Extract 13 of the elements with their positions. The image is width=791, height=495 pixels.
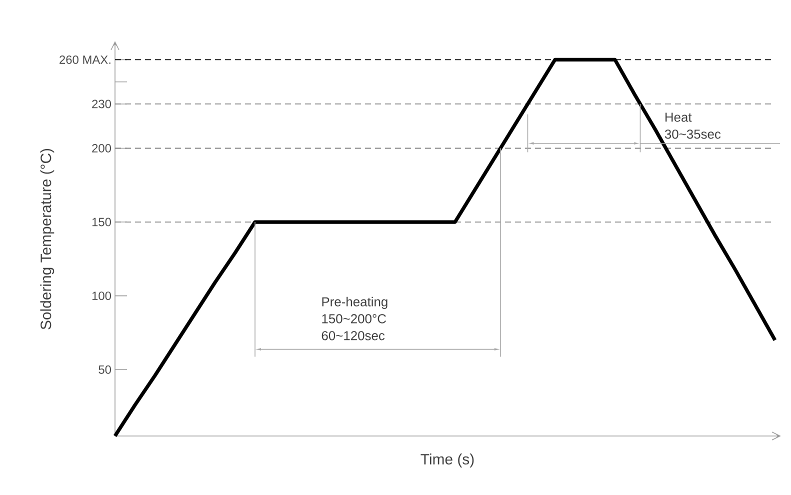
y-tick-label: 230 — [92, 100, 112, 108]
y-tick-label: 150 — [92, 218, 112, 226]
annotation: 30~35sec — [664, 130, 721, 139]
y-axis-title: Soldering Temperature (°C) — [40, 148, 54, 330]
y-tick-label: 200 — [92, 144, 112, 152]
annotation: Pre-heating — [322, 296, 388, 309]
y-tick-label: 50 — [98, 365, 112, 374]
annotation: Heat — [665, 112, 692, 122]
y-tick-label: 100 — [92, 292, 112, 300]
y-tick-label: 260 MAX. — [60, 55, 110, 64]
annotation: 60~120sec — [322, 331, 385, 340]
x-axis-title: Time (s) — [420, 454, 474, 468]
annotation: 150~200°C — [322, 314, 386, 324]
